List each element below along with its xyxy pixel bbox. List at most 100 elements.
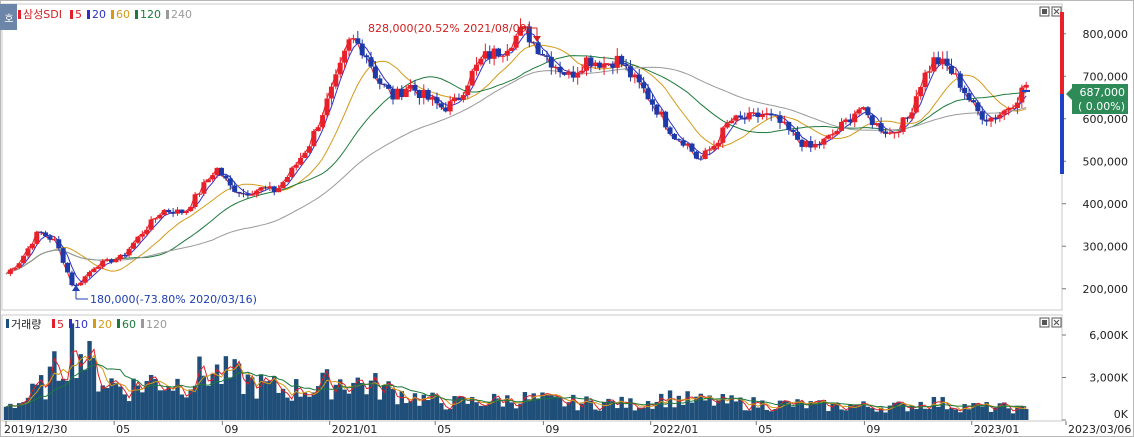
candle-body [891, 132, 897, 134]
volume-bar [236, 363, 242, 420]
volume-bar [184, 397, 189, 420]
candle-body [729, 120, 735, 124]
volume-bar [333, 384, 339, 420]
volume-tick-label: 0K [1114, 408, 1129, 421]
volume-bar [1010, 413, 1016, 420]
volume-bar [944, 409, 950, 420]
date-tick-label: 09 [224, 423, 238, 436]
price-tick-label: 300,000 [1083, 240, 1129, 253]
volume-bar [421, 394, 426, 420]
volume-bar [131, 378, 136, 420]
candle-body [1014, 102, 1020, 108]
candle-body [781, 121, 787, 123]
volume-bar [755, 407, 761, 420]
volume-bar [390, 388, 396, 420]
ma-swatch [70, 10, 73, 19]
volume-bar [557, 397, 563, 420]
volume-window-buttons[interactable] [1039, 317, 1062, 328]
candle-body [12, 267, 18, 270]
volume-bar [914, 409, 919, 420]
candle-body [843, 119, 849, 122]
candle-body [504, 50, 510, 56]
candle-body [337, 62, 343, 75]
volume-bar [610, 401, 616, 420]
volume-bar [593, 409, 598, 420]
candle-body [839, 121, 845, 131]
volume-bar [980, 406, 985, 420]
low-arrow-icon [72, 285, 80, 291]
volume-bar [703, 400, 708, 420]
candle-body [834, 130, 840, 135]
candle-body [663, 111, 669, 128]
volume-bar [777, 400, 783, 420]
price-tick-label: 600,000 [1083, 113, 1129, 126]
candle-body [627, 66, 633, 78]
candle-body [65, 262, 71, 273]
volume-bar [892, 402, 897, 420]
candle-body [566, 71, 572, 75]
candle-body [218, 167, 224, 176]
candle-body [38, 231, 44, 233]
candle-body [693, 151, 699, 159]
candle-body [522, 26, 528, 28]
volume-bar [280, 388, 286, 420]
volume-bar [197, 356, 202, 420]
volume-bar [843, 410, 849, 420]
volume-ma-swatch [69, 319, 72, 328]
volume-bar [505, 395, 510, 420]
candle-body [935, 57, 941, 65]
candle-body [324, 98, 330, 116]
candle-body [1023, 84, 1029, 88]
candle-body [289, 167, 295, 178]
volume-bar [821, 399, 827, 420]
candle-body [122, 255, 128, 257]
date-tick-label: 2022/01 [653, 423, 699, 436]
candle-body [905, 117, 911, 119]
candle-body [434, 97, 440, 104]
candle-body [636, 74, 642, 83]
candle-body [913, 96, 919, 113]
candle-body [1010, 107, 1016, 109]
candle-body [210, 175, 216, 180]
toggle-tab[interactable] [0, 4, 17, 30]
volume-bar [109, 378, 114, 420]
candle-body [34, 231, 40, 244]
ma120-line [5, 55, 1027, 275]
volume-bar [469, 397, 475, 420]
volume-bar [201, 375, 207, 420]
candle-body [592, 62, 598, 67]
ma-legend-label: 240 [171, 8, 192, 21]
candle-body [830, 134, 836, 136]
candle-body [394, 88, 400, 100]
volume-bar [975, 403, 981, 420]
candlesticks [7, 18, 1029, 287]
candle-body [161, 209, 167, 215]
ma-swatch [111, 10, 114, 19]
volume-bar [549, 394, 554, 420]
candle-body [526, 26, 532, 43]
price-window-buttons[interactable] [1039, 6, 1062, 17]
candle-body [21, 255, 27, 264]
volume-bar [654, 401, 660, 420]
candle-body [223, 175, 229, 179]
candle-body [153, 218, 159, 220]
volume-bar [856, 405, 862, 420]
volume-bar [830, 402, 835, 420]
volume-bar [82, 369, 88, 420]
high-annotation: 828,000(20.52% 2021/08/09) [368, 22, 541, 42]
volume-ma-legend-label: 20 [98, 318, 112, 331]
volume-bar [681, 404, 686, 420]
candle-body [518, 26, 524, 36]
candle-body [896, 131, 902, 133]
volume-bar [760, 400, 765, 420]
volume-bar [984, 402, 989, 420]
candle-body [702, 150, 708, 159]
candle-body [970, 100, 976, 103]
candle-body [69, 272, 75, 286]
candle-body [113, 259, 119, 263]
candle-body [773, 114, 779, 116]
candle-body [408, 84, 414, 89]
candle-body [117, 255, 123, 260]
candle-body [926, 71, 932, 73]
candle-body [302, 152, 308, 158]
